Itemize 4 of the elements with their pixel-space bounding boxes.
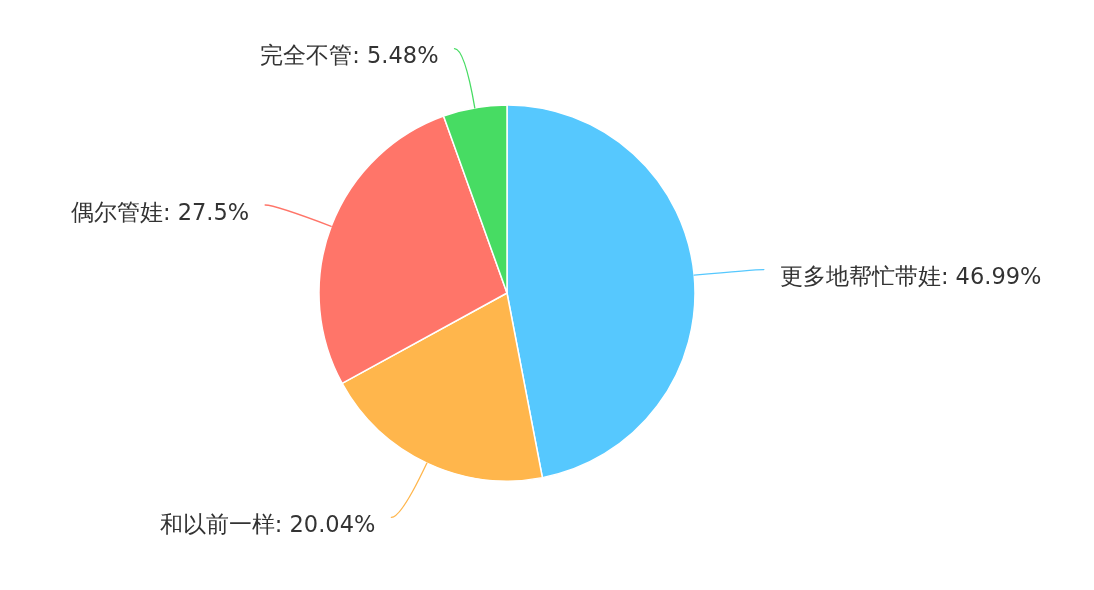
slice-label: 偶尔管娃: 27.5% — [70, 198, 250, 225]
slice-label: 完全不管: 5.48% — [260, 42, 439, 69]
slice-label: 和以前一样: 20.04% — [159, 510, 376, 537]
slice-label: 更多地帮忙带娃: 46.99% — [779, 263, 1042, 290]
